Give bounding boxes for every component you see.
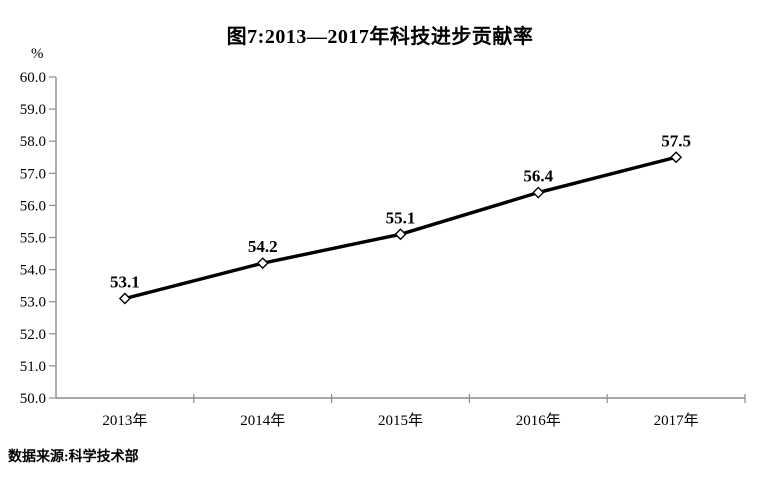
- y-tick-label: 58.0: [20, 134, 46, 150]
- x-axis-label: 2017年: [654, 412, 699, 429]
- y-tick-label: 54.0: [20, 263, 46, 279]
- y-axis-unit-label: %: [31, 46, 44, 62]
- y-tick-label: 57.0: [20, 166, 46, 182]
- data-point-label: 56.4: [523, 167, 553, 186]
- data-point-marker: [394, 228, 407, 241]
- y-tick-label: 55.0: [20, 231, 46, 247]
- chart-title: 图7:2013—2017年科技进步贡献率: [226, 26, 534, 48]
- y-tick-label: 50.0: [20, 391, 46, 407]
- data-point-label: 53.1: [110, 272, 140, 291]
- y-tick-label: 56.0: [20, 198, 46, 214]
- series-line: [124, 155, 677, 301]
- x-axis-label: 2013年: [102, 412, 147, 429]
- data-point-label: 55.1: [386, 208, 416, 227]
- y-tick-label: 51.0: [20, 359, 46, 375]
- x-axis-label: 2015年: [378, 412, 423, 429]
- data-source-note: 数据来源:科学技术部: [8, 450, 139, 465]
- y-tick-label: 60.0: [20, 70, 46, 86]
- data-point-marker: [256, 257, 269, 270]
- data-point-label: 54.2: [248, 237, 278, 256]
- data-point-marker: [118, 292, 131, 305]
- data-point-label: 57.5: [661, 131, 691, 150]
- x-axis-label: 2014年: [240, 412, 285, 429]
- y-tick-label: 52.0: [20, 327, 46, 343]
- y-tick-label: 59.0: [20, 102, 46, 118]
- y-tick-label: 53.0: [20, 295, 46, 311]
- data-point-marker: [670, 151, 683, 164]
- data-point-marker: [532, 186, 545, 199]
- x-axis-label: 2016年: [516, 412, 561, 429]
